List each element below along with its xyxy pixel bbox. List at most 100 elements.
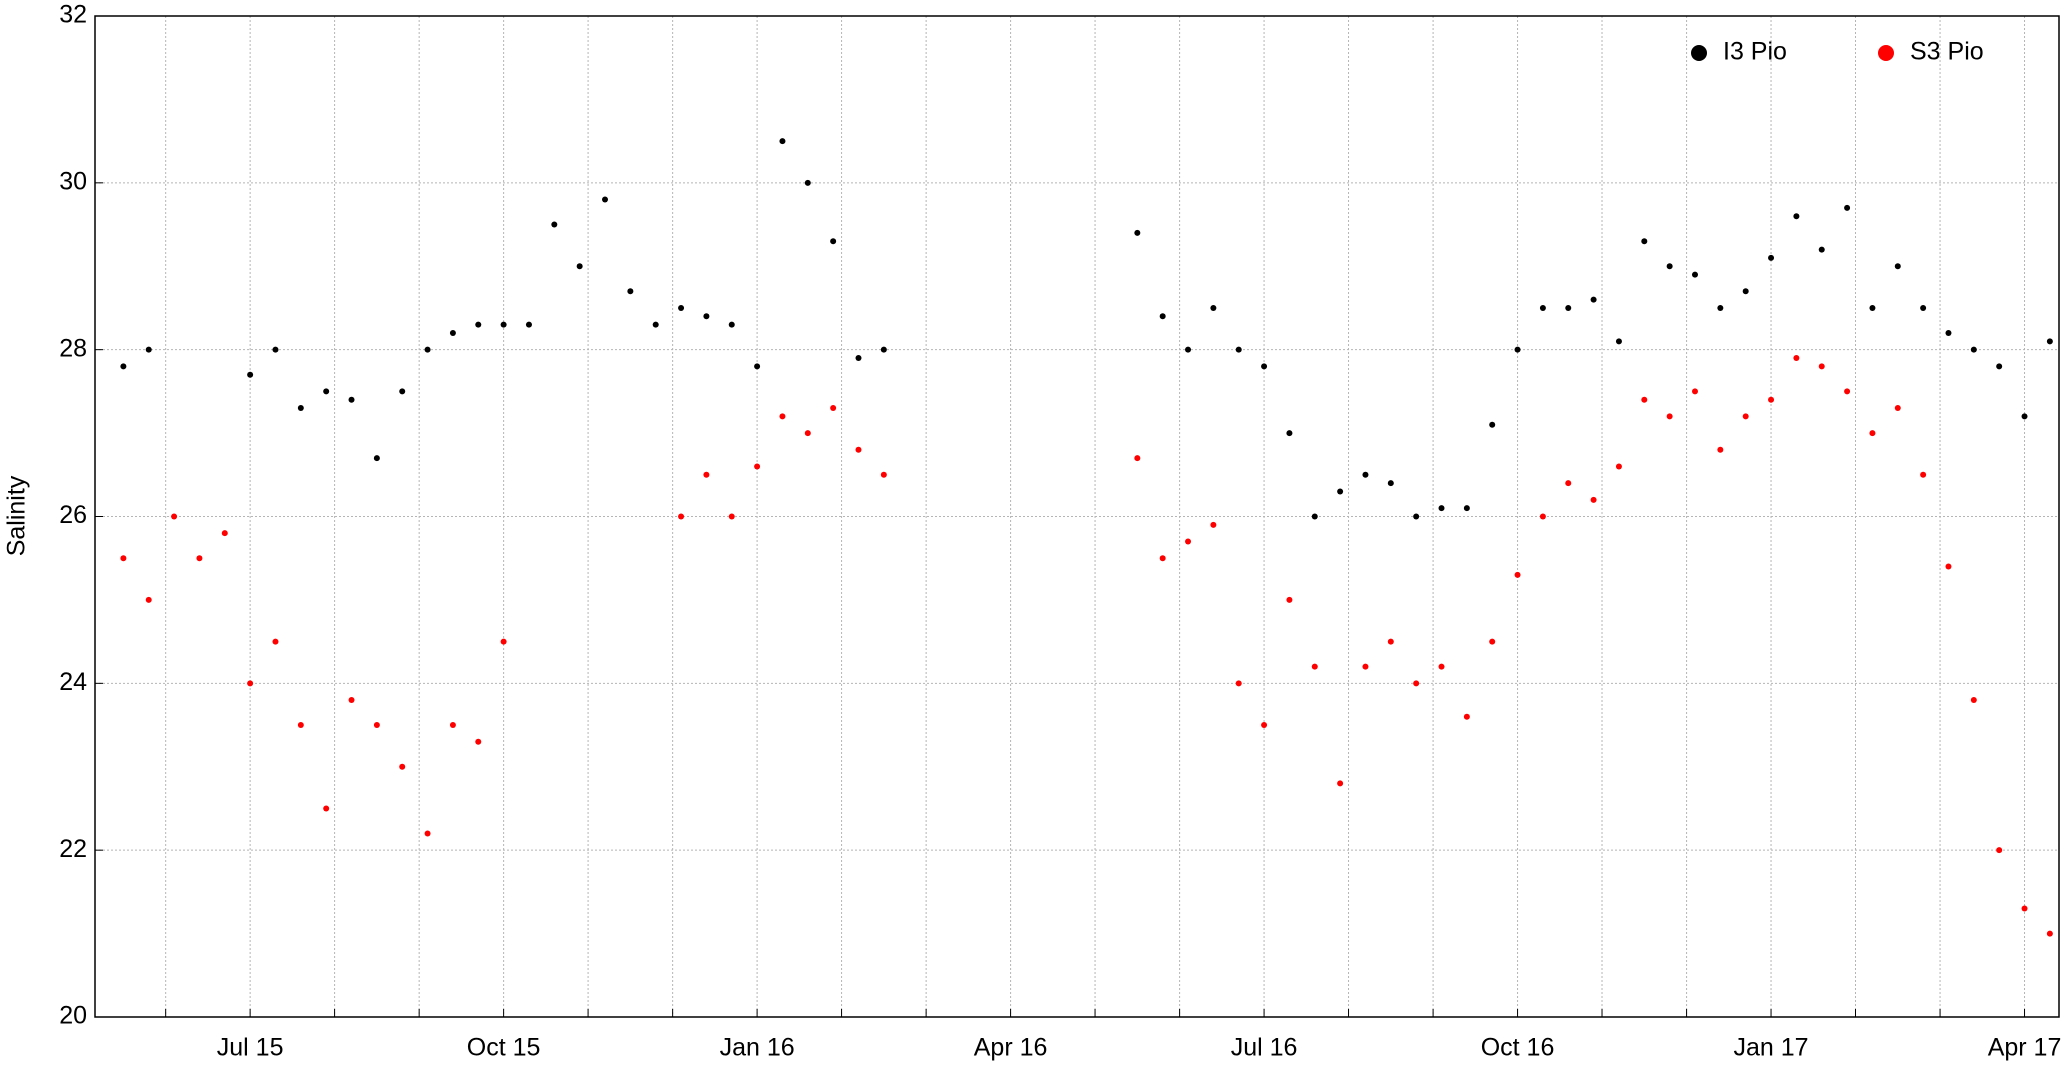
legend: I3 Pio S3 Pio: [1691, 38, 1984, 66]
legend-marker: [1691, 45, 1707, 61]
data-point: [1210, 304, 1217, 311]
data-point: [855, 446, 862, 453]
data-point: [1438, 663, 1445, 670]
data-point: [880, 346, 887, 353]
data-point: [2046, 338, 2053, 345]
data-point: [1590, 296, 1597, 303]
legend-marker: [1878, 45, 1894, 61]
data-point: [373, 455, 380, 462]
data-point: [525, 321, 532, 328]
data-point: [373, 722, 380, 729]
data-point: [475, 738, 482, 745]
data-point: [1286, 596, 1293, 603]
data-point: [1387, 480, 1394, 487]
data-point: [678, 513, 685, 520]
data-point: [500, 638, 507, 645]
data-point: [323, 805, 330, 812]
data-point: [297, 722, 304, 729]
data-point: [855, 355, 862, 362]
data-point: [1539, 513, 1546, 520]
data-point: [1286, 430, 1293, 437]
data-point: [1844, 204, 1851, 211]
data-point: [1996, 847, 2003, 854]
data-point: [1869, 430, 1876, 437]
data-point: [399, 763, 406, 770]
data-point: [627, 288, 634, 295]
data-point: [1894, 263, 1901, 270]
data-point: [2021, 905, 2028, 912]
data-point: [1641, 238, 1648, 245]
data-point: [728, 513, 735, 520]
x-tick-label: Jul 16: [1231, 1034, 1298, 1062]
x-tick-label: Jan 17: [1734, 1034, 1809, 1062]
data-point: [120, 363, 127, 370]
data-point: [500, 321, 507, 328]
data-point: [2046, 930, 2053, 937]
data-point: [1920, 471, 1927, 478]
data-point: [1387, 638, 1394, 645]
data-point: [1691, 271, 1698, 278]
data-point: [348, 697, 355, 704]
data-point: [1235, 346, 1242, 353]
data-point: [1920, 304, 1927, 311]
data-point: [1134, 229, 1141, 236]
data-point: [652, 321, 659, 328]
y-tick-label: 30: [59, 167, 87, 195]
data-point: [1185, 538, 1192, 545]
data-point: [1362, 471, 1369, 478]
legend-label: I3 Pio: [1723, 38, 1787, 66]
data-point: [1514, 346, 1521, 353]
x-tick-label: Apr 16: [974, 1034, 1048, 1062]
y-tick-label: 22: [59, 835, 87, 863]
data-point: [424, 830, 431, 837]
data-point: [1413, 513, 1420, 520]
x-tick-label: Oct 15: [467, 1034, 541, 1062]
data-point: [196, 555, 203, 562]
data-point: [1615, 463, 1622, 470]
data-point: [1844, 388, 1851, 395]
data-point: [1261, 363, 1268, 370]
data-point: [880, 471, 887, 478]
data-point: [399, 388, 406, 395]
data-point: [804, 179, 811, 186]
data-point: [779, 138, 786, 145]
data-point: [247, 371, 254, 378]
data-point: [678, 304, 685, 311]
data-point: [1159, 555, 1166, 562]
data-point: [1438, 505, 1445, 512]
data-point: [1869, 304, 1876, 311]
x-tick-label: Apr 17: [1988, 1034, 2062, 1062]
data-point: [272, 638, 279, 645]
data-point: [449, 722, 456, 729]
data-point: [424, 346, 431, 353]
x-tick-label: Oct 16: [1481, 1034, 1555, 1062]
data-point: [247, 680, 254, 687]
data-point: [1793, 355, 1800, 362]
data-point: [1235, 680, 1242, 687]
data-point: [1945, 329, 1952, 336]
y-tick-label: 20: [59, 1002, 87, 1030]
data-point: [1768, 254, 1775, 261]
data-point: [1413, 680, 1420, 687]
data-point: [1261, 722, 1268, 729]
data-point: [703, 471, 710, 478]
grid: 20 22 24 26 28 30 32 Jul 15 Oct 15 Jan 16 Apr 16 Ju…: [59, 1, 2061, 1062]
data-point: [1539, 304, 1546, 311]
data-point: [804, 430, 811, 437]
marks: [120, 138, 2053, 937]
data-point: [1717, 304, 1724, 311]
data-point: [1742, 288, 1749, 295]
data-point: [475, 321, 482, 328]
data-point: [221, 530, 228, 537]
y-tick-label: 28: [59, 334, 87, 362]
data-point: [830, 238, 837, 245]
data-point: [1311, 513, 1318, 520]
data-point: [1185, 346, 1192, 353]
y-tick-label: 24: [59, 668, 87, 696]
data-point: [1489, 421, 1496, 428]
data-point: [1463, 505, 1470, 512]
data-point: [728, 321, 735, 328]
data-point: [272, 346, 279, 353]
data-point: [830, 405, 837, 412]
